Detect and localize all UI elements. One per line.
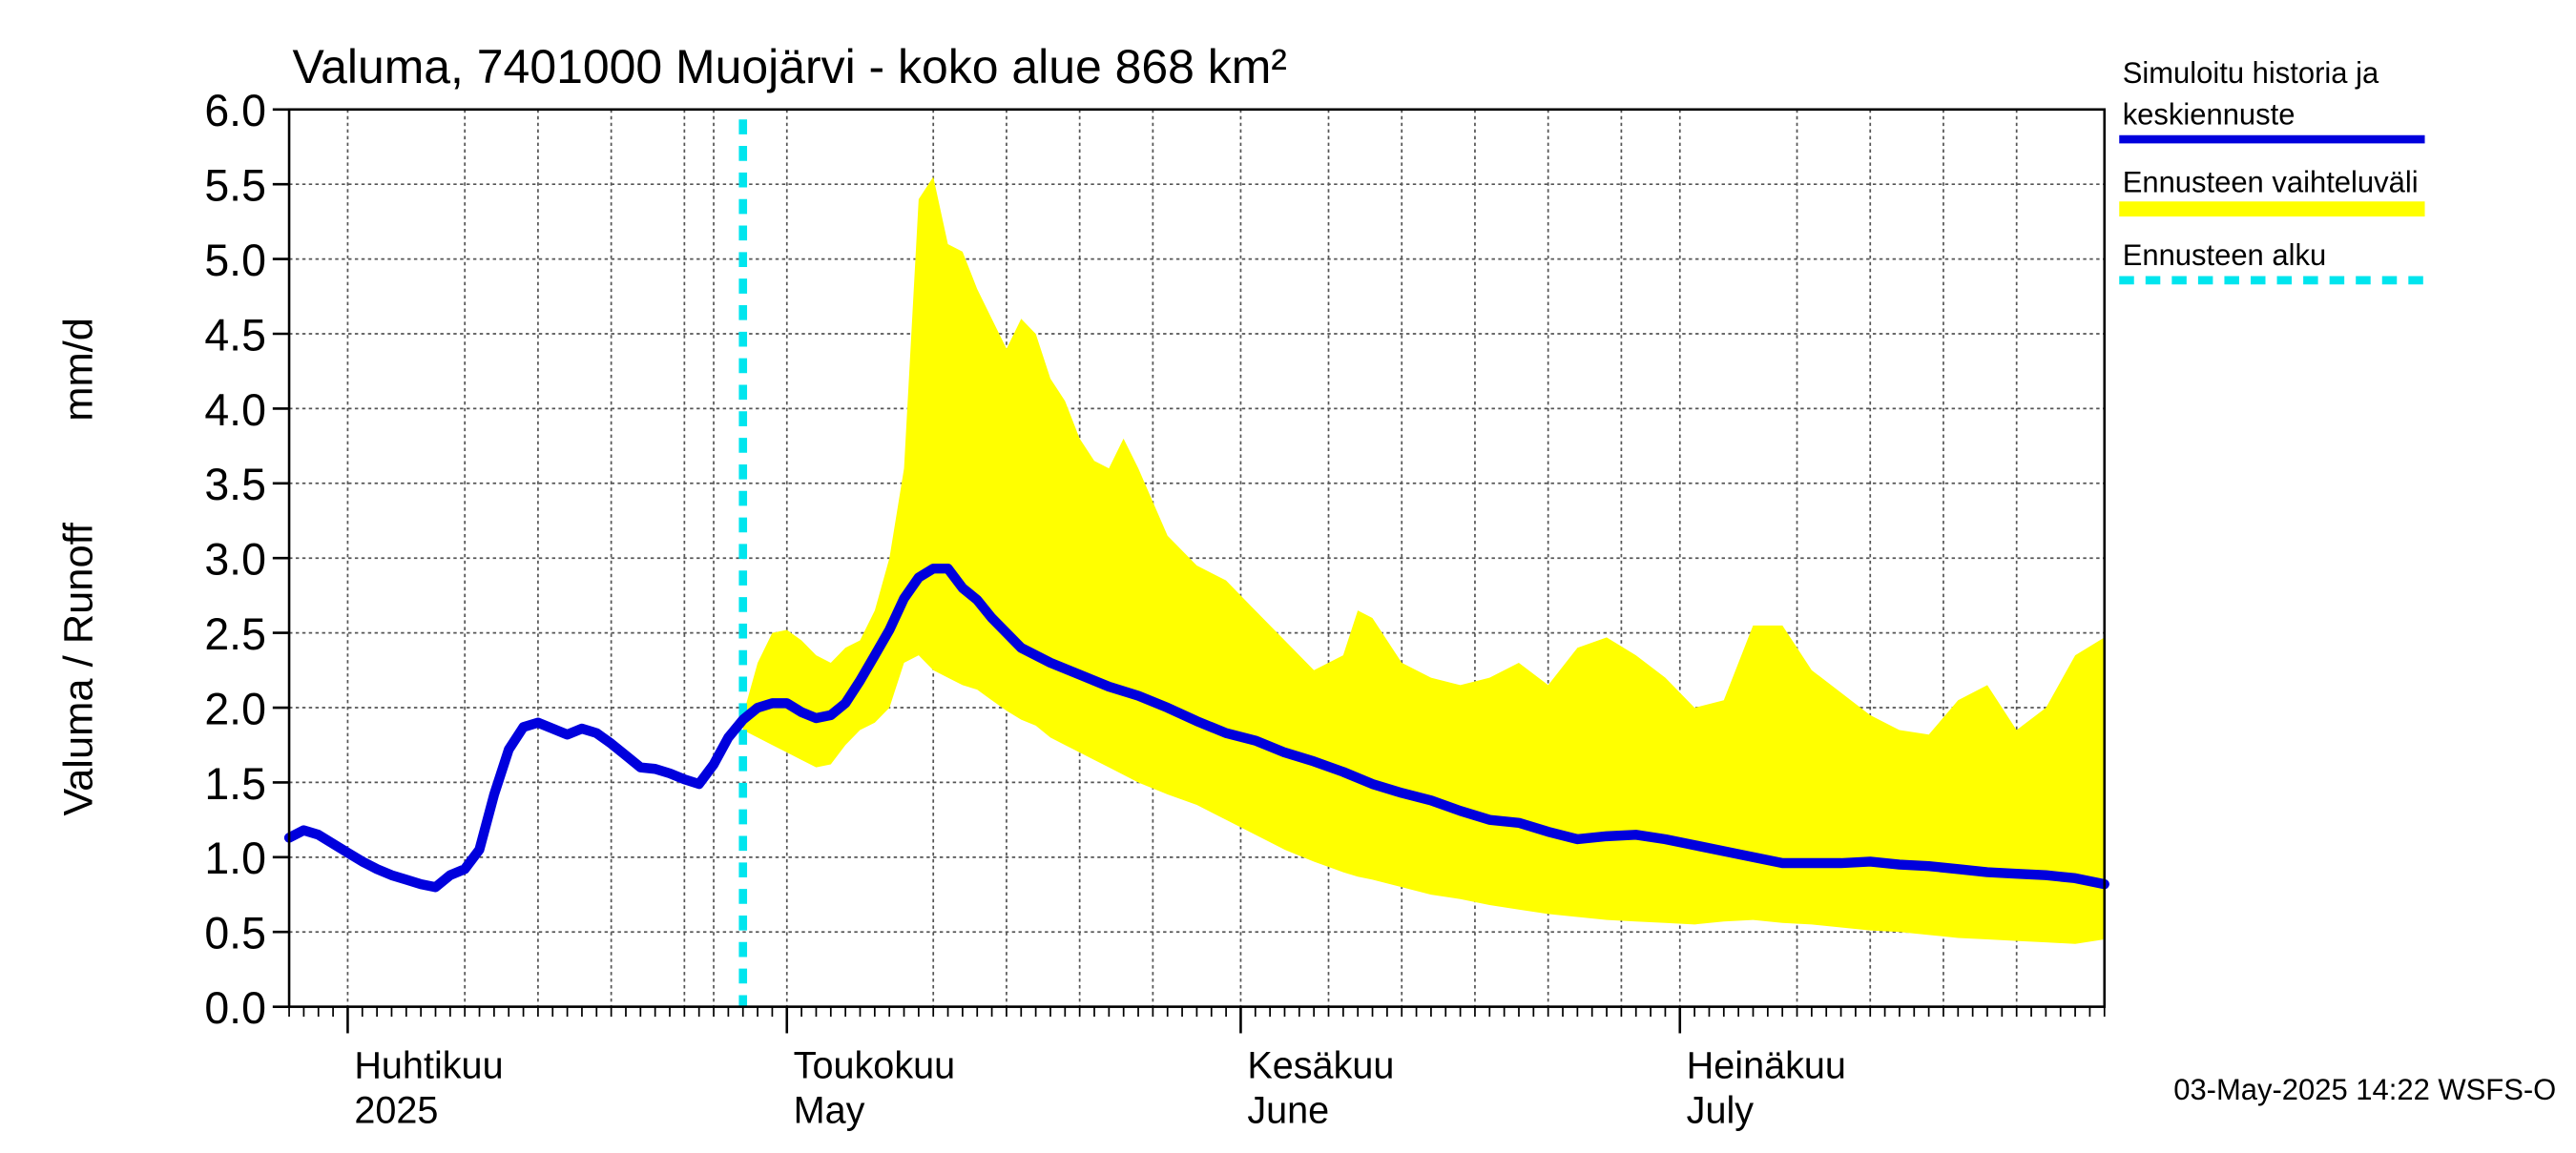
y-tick-label-2: 1.0: [204, 834, 266, 883]
chart-title: Valuma, 7401000 Muojärvi - koko alue 868…: [292, 40, 1286, 93]
y-tick-label-0: 0.0: [204, 983, 266, 1033]
month-label-en-2: June: [1247, 1089, 1329, 1131]
y-tick-label-9: 4.5: [204, 310, 266, 360]
y-axis-unit: mm/d: [56, 318, 102, 422]
month-label-en-1: May: [794, 1089, 865, 1131]
legend-label-main-line2: keskiennuste: [2123, 97, 2296, 131]
y-tick-label-12: 6.0: [204, 86, 266, 135]
y-tick-label-4: 2.0: [204, 684, 266, 733]
month-label-fi-1: Toukokuu: [794, 1044, 956, 1086]
axes: [272, 108, 2107, 1034]
y-tick-label-8: 4.0: [204, 385, 266, 435]
y-tick-label-3: 1.5: [204, 759, 266, 809]
simulated-runoff-line: [283, 563, 2109, 893]
legend-label-main-line1: Simuloitu historia ja: [2123, 56, 2379, 90]
month-label-fi-0: Huhtikuu: [354, 1044, 503, 1086]
y-axis-label: Valuma / Runoff: [56, 522, 102, 816]
y-tick-label-11: 5.5: [204, 160, 266, 210]
legend-label-forecast-start: Ennusteen alku: [2123, 238, 2327, 272]
month-label-en-0: 2025: [354, 1089, 438, 1131]
y-tick-label-6: 3.0: [204, 534, 266, 584]
y-tick-label-1: 0.5: [204, 908, 266, 957]
month-label-fi-3: Heinäkuu: [1687, 1044, 1846, 1086]
y-tick-label-7: 3.5: [204, 460, 266, 509]
y-tick-labels: 0.0 0.5 1.0 1.5 2.0 2.5 3.0 3.5 4.0 4.5 5.0 5.5 6.0: [204, 86, 266, 1033]
timestamp-footer: 03-May-2025 14:22 WSFS-O: [2173, 1073, 2556, 1106]
y-tick-label-5: 2.5: [204, 609, 266, 659]
y-tick-label-10: 5.0: [204, 236, 266, 285]
month-label-fi-2: Kesäkuu: [1247, 1044, 1394, 1086]
forecast-band: [742, 176, 2105, 944]
forecast-range-band: [742, 176, 2105, 944]
legend: Simuloitu historia ja keskiennuste Ennus…: [2119, 56, 2425, 285]
month-label-en-3: July: [1687, 1089, 1755, 1131]
main-series: [283, 563, 2109, 893]
legend-label-band: Ennusteen vaihteluväli: [2123, 166, 2419, 199]
